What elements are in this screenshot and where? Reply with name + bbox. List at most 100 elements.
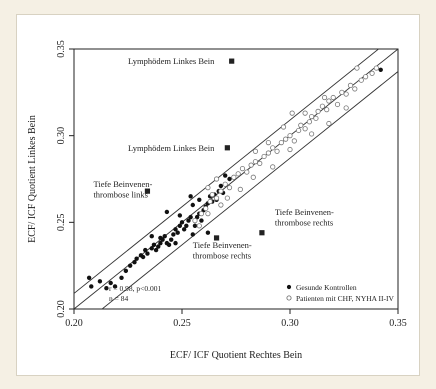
patient-point: [326, 98, 332, 104]
annotation-label: Lymphödem Linkes Bein: [128, 56, 215, 66]
x-tick-label: 0.20: [65, 318, 83, 329]
control-point: [164, 209, 170, 215]
annotation-label: thrombose rechts: [193, 250, 251, 260]
patient-point: [250, 174, 256, 180]
control-point: [169, 237, 174, 242]
patient-point: [207, 198, 213, 205]
reference-line: [74, 49, 380, 294]
control-point: [132, 260, 137, 265]
y-axis-ticks: 0.20 0.25 0.30 0.35: [56, 40, 74, 318]
patient-point: [209, 192, 215, 198]
control-point: [151, 242, 157, 248]
patient-point: [343, 105, 349, 111]
legend: Gesunde Kontrollen Patienten mit CHF, NY…: [286, 283, 395, 303]
control-point: [89, 284, 94, 289]
outlier-marker: [229, 58, 235, 64]
patient-point: [347, 82, 354, 89]
patient-point: [252, 159, 259, 165]
control-point: [188, 194, 193, 199]
control-point: [192, 223, 198, 228]
legend-marker-patients: [286, 295, 292, 301]
control-point: [112, 284, 118, 289]
patient-point: [270, 164, 276, 170]
control-point: [205, 230, 211, 235]
patient-point: [224, 195, 230, 201]
control-point: [173, 240, 178, 246]
control-point: [181, 227, 187, 232]
patient-point: [261, 153, 267, 160]
control-point: [199, 218, 204, 223]
outlier-marker: [213, 235, 220, 241]
patient-point: [362, 74, 369, 80]
patient-point: [343, 91, 349, 97]
legend-label-patients: Patienten mit CHF, NYHA II-IV: [296, 294, 395, 303]
patient-point: [302, 110, 308, 116]
data-points: [86, 65, 383, 291]
outlier-points: [144, 58, 265, 241]
patient-point: [291, 138, 297, 144]
y-tick-label: 0.25: [56, 214, 67, 232]
control-point: [190, 232, 195, 237]
patient-point: [252, 148, 259, 154]
patient-point: [248, 162, 254, 168]
control-point: [177, 213, 183, 218]
patient-point: [257, 160, 263, 166]
patient-point: [283, 136, 289, 142]
control-point: [108, 280, 113, 286]
patient-point: [231, 174, 237, 180]
x-tick-label: 0.25: [173, 318, 191, 329]
control-point: [171, 232, 176, 237]
x-axis-ticks: 0.20 0.25 0.30 0.35: [65, 309, 407, 329]
patient-point: [324, 107, 330, 113]
control-point: [149, 234, 154, 239]
x-tick-label: 0.35: [389, 318, 407, 329]
patient-point: [203, 205, 209, 212]
control-point: [186, 218, 191, 223]
patient-point: [339, 89, 345, 95]
patient-point: [287, 146, 293, 153]
patient-point: [306, 119, 313, 125]
x-tick-label: 0.30: [281, 318, 299, 329]
control-point: [218, 183, 224, 189]
patient-point: [205, 185, 211, 191]
patient-point: [289, 110, 295, 116]
control-point: [97, 279, 103, 284]
outlier-marker: [259, 230, 265, 236]
control-point: [145, 251, 150, 256]
control-point: [173, 227, 178, 232]
patient-point: [213, 176, 220, 182]
control-point: [86, 275, 92, 280]
annotation-label: Tiefe Beinvenen-: [193, 240, 252, 250]
patient-point: [218, 188, 224, 194]
patient-point: [265, 150, 271, 156]
patient-point: [315, 108, 321, 115]
control-point: [197, 197, 202, 202]
patient-point: [330, 94, 336, 101]
patient-point: [302, 126, 308, 132]
control-point: [149, 246, 154, 251]
annotation-label: Tiefe Beinvenen-: [275, 207, 334, 217]
control-point: [166, 242, 172, 248]
control-point: [177, 223, 183, 228]
control-point: [188, 214, 193, 220]
control-point: [179, 220, 185, 225]
patient-point: [270, 145, 276, 151]
correlation-stats: r = 0.98, p<0.001: [109, 284, 161, 293]
patient-point: [296, 127, 302, 134]
patient-point: [352, 86, 358, 92]
sample-size: n = 84: [109, 294, 128, 303]
patient-point: [334, 101, 341, 108]
patient-point: [226, 185, 233, 191]
patient-point: [274, 148, 280, 154]
patient-point: [213, 195, 220, 201]
control-point: [184, 223, 189, 228]
patient-point: [298, 122, 304, 128]
patient-point: [265, 140, 271, 146]
control-point: [140, 254, 146, 260]
control-point: [153, 247, 159, 253]
y-tick-label: 0.30: [56, 127, 67, 144]
control-point: [143, 247, 148, 253]
x-axis-title: ECF/ ICF Quotient Rechtes Bein: [170, 350, 302, 361]
y-tick-label: 0.35: [56, 40, 67, 58]
